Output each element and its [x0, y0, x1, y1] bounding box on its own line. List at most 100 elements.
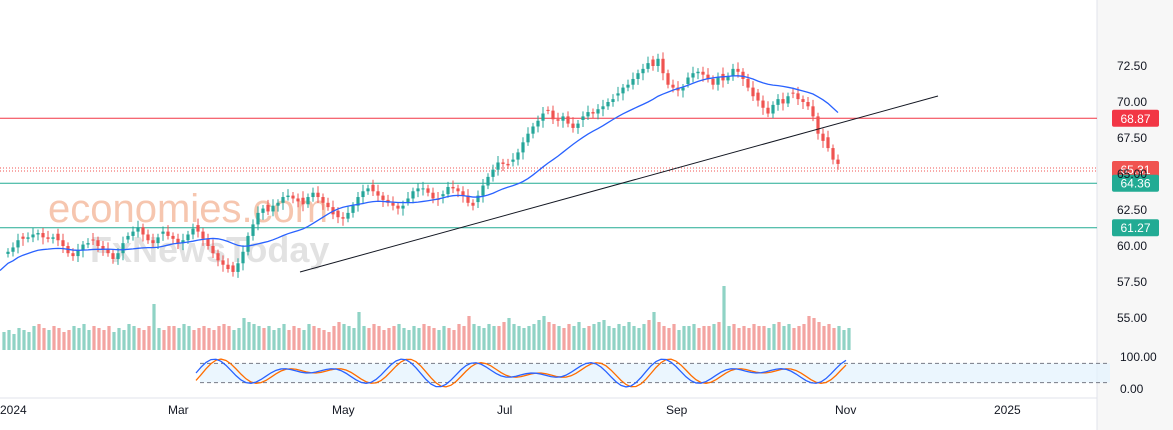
- candle-body: [421, 188, 425, 190]
- volume-bar: [82, 324, 86, 350]
- candle-body: [61, 240, 65, 246]
- candle-body: [391, 202, 395, 206]
- candle: [626, 79, 630, 92]
- candle: [806, 96, 810, 110]
- candle: [211, 239, 215, 258]
- volume-bar: [292, 326, 296, 350]
- candle: [366, 184, 370, 195]
- volume-bar: [502, 322, 506, 350]
- volume-bar: [752, 324, 756, 350]
- volume-bar: [722, 286, 726, 350]
- volume-bar: [652, 312, 656, 350]
- candle: [696, 68, 700, 80]
- volume-bar: [252, 324, 256, 350]
- candle: [411, 187, 415, 204]
- candle: [236, 258, 240, 278]
- volume-bar: [607, 326, 611, 350]
- candle-body: [151, 240, 155, 244]
- volume-bar: [317, 328, 321, 350]
- candle: [316, 186, 320, 203]
- volume-bar: [662, 326, 666, 350]
- candle-body: [511, 159, 515, 162]
- candle: [771, 101, 775, 119]
- candle: [756, 89, 760, 107]
- candle-body: [441, 194, 445, 197]
- candle-body: [816, 116, 820, 134]
- candle-body: [576, 123, 580, 128]
- candle: [381, 192, 385, 207]
- candle-body: [591, 112, 595, 114]
- candle-body: [121, 243, 125, 254]
- stoch-band-fill: [200, 363, 1110, 383]
- volume-bar: [477, 326, 481, 350]
- volume-bar: [787, 324, 791, 350]
- candle-body: [366, 188, 370, 192]
- candle: [156, 233, 160, 250]
- candle-body: [401, 205, 405, 209]
- volume-bar: [132, 326, 136, 350]
- volume-bar: [242, 318, 246, 350]
- volume-bar: [707, 326, 711, 350]
- candle-body: [811, 106, 815, 117]
- volume-bar: [507, 318, 511, 350]
- candle: [581, 111, 585, 128]
- candle: [341, 212, 345, 226]
- candle-body: [426, 188, 430, 193]
- candle: [636, 69, 640, 85]
- candle: [491, 164, 495, 182]
- candle-body: [246, 235, 250, 252]
- volume-bar: [157, 328, 161, 350]
- candle-body: [636, 73, 640, 79]
- candle: [666, 69, 670, 89]
- candle-body: [241, 251, 245, 264]
- candle: [601, 99, 605, 117]
- candle-body: [731, 68, 735, 77]
- candle-body: [221, 260, 225, 265]
- candle-body: [616, 93, 620, 96]
- volume-bar: [647, 320, 651, 350]
- volume-bar: [427, 326, 431, 350]
- candle: [291, 192, 295, 204]
- candle: [51, 233, 55, 244]
- volume-bar: [542, 316, 546, 350]
- candle: [91, 233, 95, 245]
- candle: [286, 189, 290, 201]
- candle: [426, 184, 430, 197]
- candle-body: [301, 197, 305, 205]
- volume-bar: [572, 326, 576, 350]
- candle: [181, 233, 185, 251]
- candle: [736, 62, 740, 78]
- candle: [561, 112, 565, 128]
- price-axis-background: [1097, 0, 1173, 430]
- candle: [641, 63, 645, 81]
- candle: [526, 127, 530, 146]
- volume-bar: [17, 328, 21, 350]
- candle: [166, 225, 170, 240]
- candle: [416, 183, 420, 198]
- candle: [121, 236, 125, 261]
- candle: [276, 199, 280, 212]
- candle-body: [376, 191, 380, 196]
- candle: [521, 137, 525, 160]
- candle: [681, 84, 685, 98]
- volume-bar: [627, 322, 631, 350]
- candle: [716, 72, 720, 91]
- candle-body: [216, 253, 220, 261]
- candle: [206, 233, 210, 250]
- candle: [631, 72, 635, 90]
- candle: [621, 84, 625, 101]
- volume-bar: [842, 330, 846, 350]
- volume-bar: [557, 326, 561, 350]
- candle-body: [481, 185, 485, 196]
- volume-bar: [187, 326, 191, 350]
- volume-bar: [772, 324, 776, 350]
- volume-bar: [362, 326, 366, 350]
- candle: [516, 148, 520, 166]
- candle: [101, 240, 105, 256]
- candle-body: [76, 250, 80, 257]
- candle-body: [166, 231, 170, 236]
- volume-bar: [452, 330, 456, 350]
- volume-bar: [152, 304, 156, 350]
- moving-average: [0, 75, 839, 271]
